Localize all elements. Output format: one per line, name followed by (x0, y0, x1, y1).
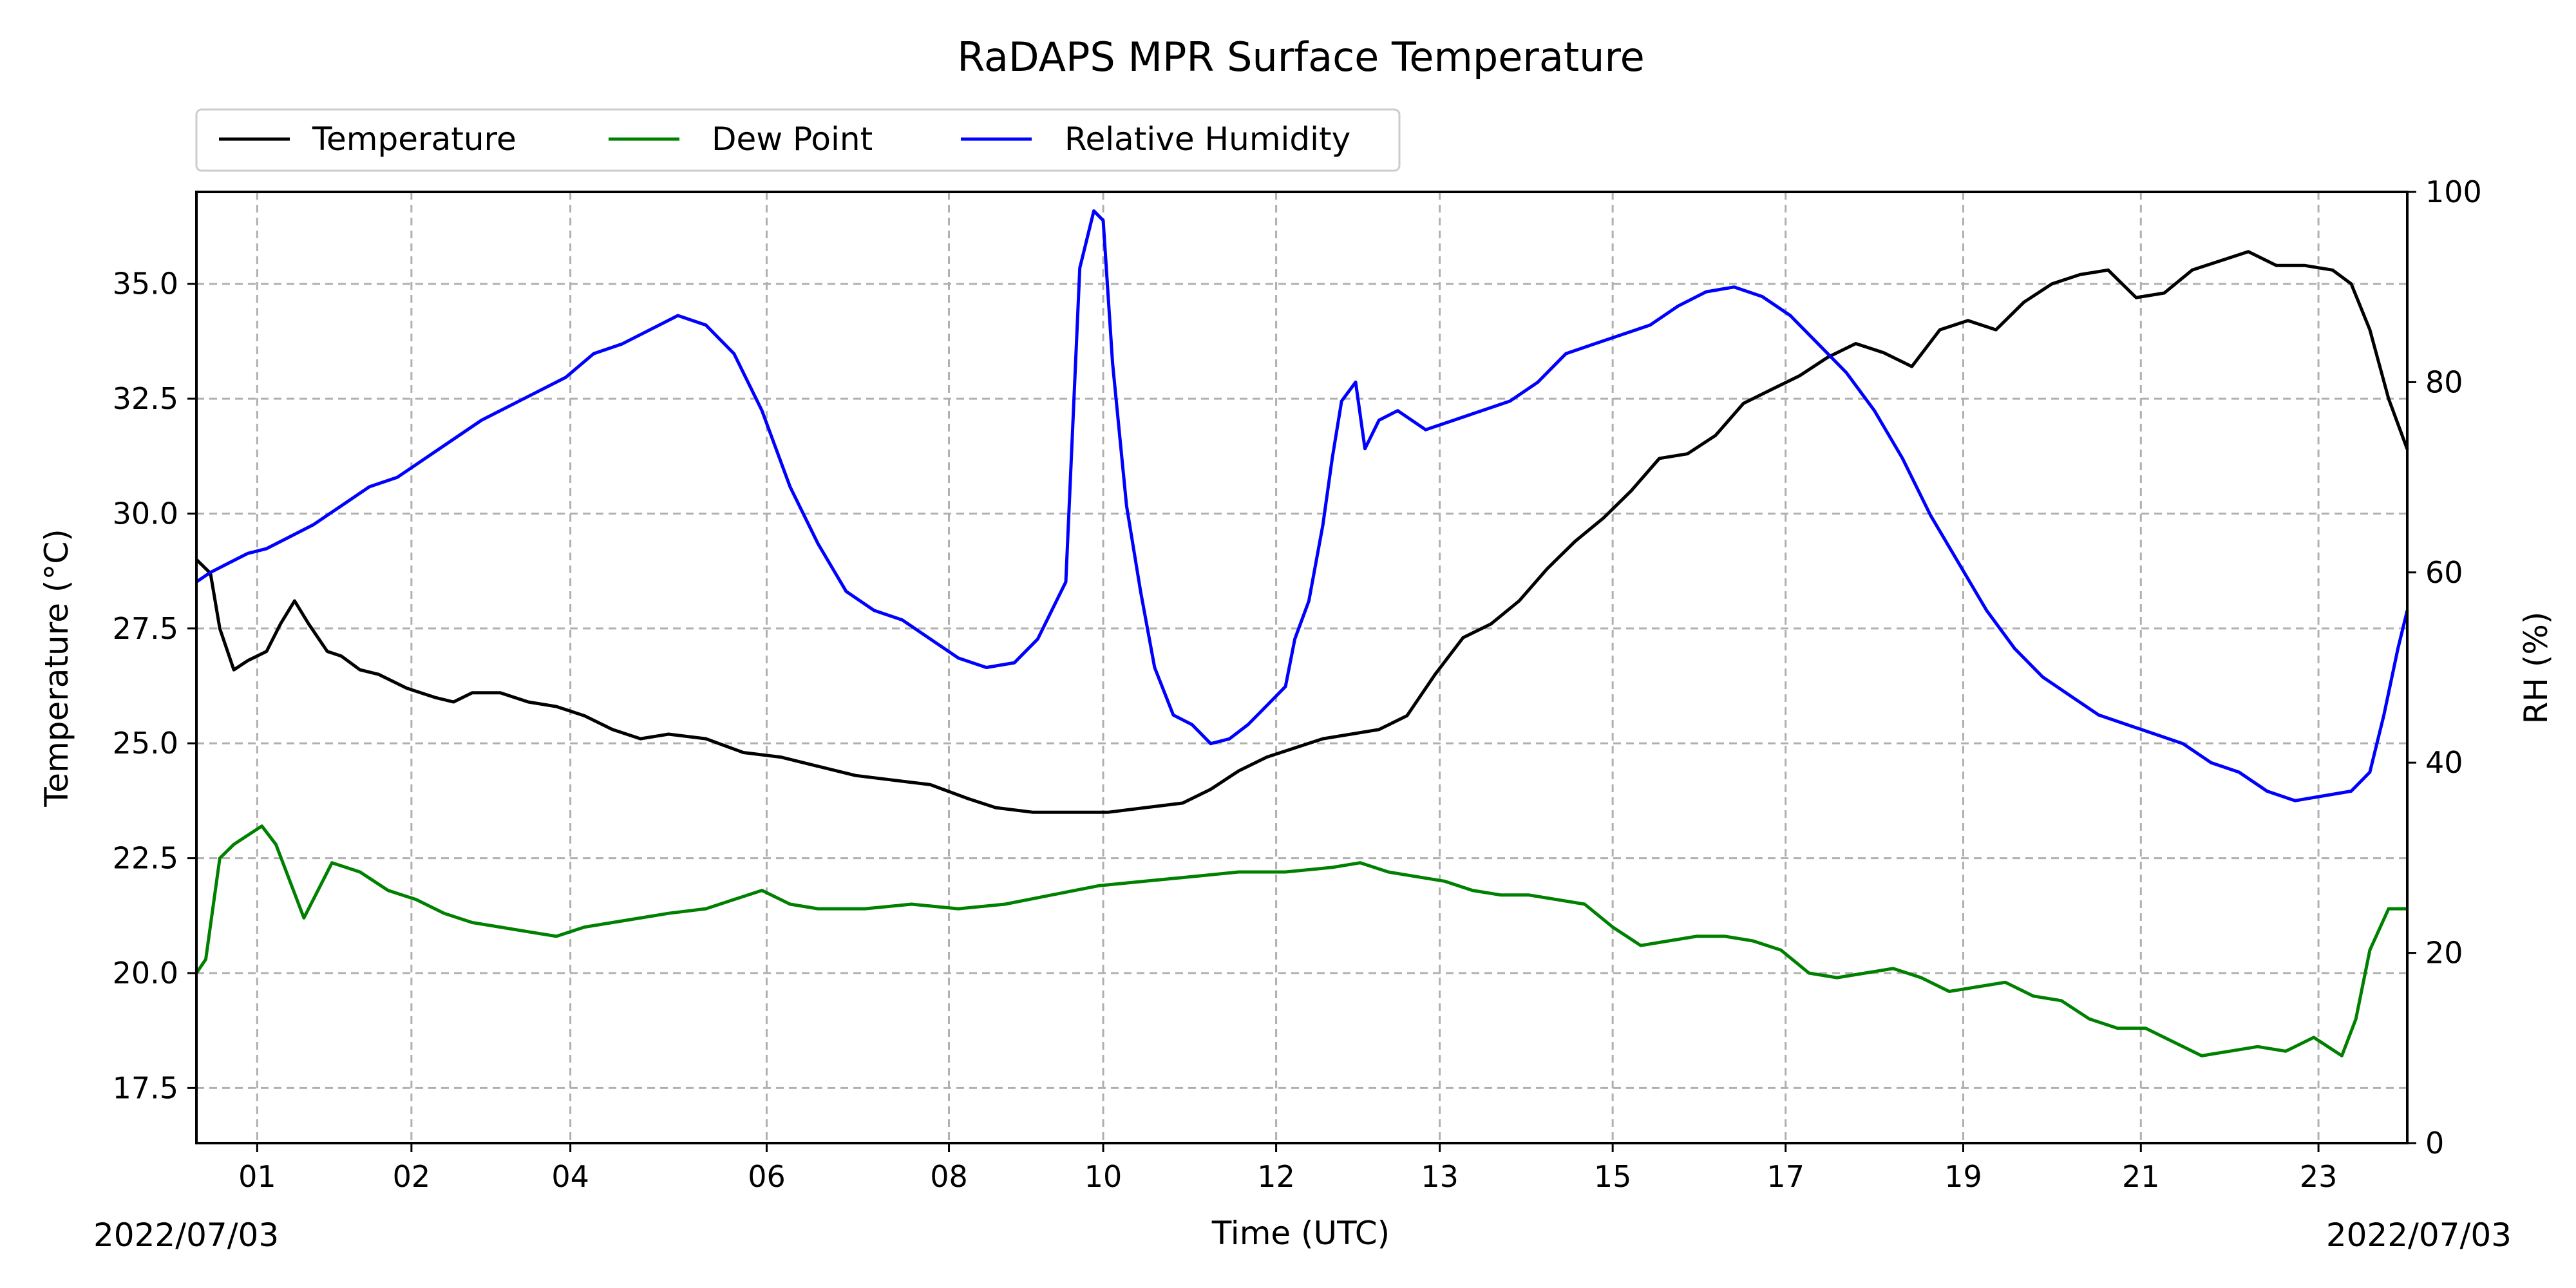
x-tick-label: 04 (551, 1159, 589, 1194)
x-axis-ticks: 01 02 04 06 08 10 12 13 15 17 19 21 23 (238, 1143, 2337, 1194)
x-tick-label: 21 (2122, 1159, 2160, 1194)
right-y-axis-ticks: 0 20 40 60 80 100 (2407, 175, 2482, 1160)
chart-title: RaDAPS MPR Surface Temperature (957, 33, 1645, 80)
plot-area-frame (195, 191, 2409, 1144)
left-y-tick-label: 17.5 (113, 1070, 178, 1105)
x-tick-label: 19 (1944, 1159, 1982, 1194)
legend-label-temperature: Temperature (312, 120, 516, 158)
legend-label-relative-humidity: Relative Humidity (1065, 120, 1350, 158)
x-tick-label: 01 (238, 1159, 276, 1194)
right-y-tick-label: 100 (2425, 175, 2482, 209)
series-line-dew-point (194, 824, 2407, 1057)
left-y-tick-label: 30.0 (113, 496, 178, 531)
left-y-tick-label: 22.5 (113, 841, 178, 876)
x-tick-label: 08 (930, 1159, 968, 1194)
date-end-label: 2022/07/03 (2326, 1217, 2512, 1254)
right-y-tick-label: 0 (2425, 1126, 2444, 1160)
x-tick-label: 13 (1421, 1159, 1459, 1194)
right-y-tick-label: 40 (2425, 745, 2463, 780)
plot-series (194, 209, 2409, 1057)
right-y-axis-title: RH (%) (2517, 612, 2555, 724)
x-axis-title: Time (UTC) (1211, 1215, 1390, 1252)
left-y-axis-title: Temperature (°C) (38, 529, 75, 808)
left-y-tick-label: 35.0 (113, 267, 178, 301)
left-y-tick-label: 20.0 (113, 956, 178, 990)
grid-lines (196, 192, 2407, 1143)
series-line-relative-humidity (195, 209, 2409, 802)
left-y-tick-label: 27.5 (113, 611, 178, 646)
legend-box (195, 108, 1401, 172)
x-tick-label: 02 (393, 1159, 431, 1194)
series-line-temperature (195, 250, 2409, 814)
x-tick-label: 10 (1084, 1159, 1122, 1194)
right-y-tick-label: 80 (2425, 365, 2463, 399)
right-y-tick-label: 60 (2425, 555, 2463, 590)
legend: Temperature Dew Point Relative Humidity (195, 108, 1401, 172)
legend-label-dew-point: Dew Point (712, 120, 873, 158)
x-tick-label: 06 (748, 1159, 786, 1194)
x-tick-label: 17 (1766, 1159, 1804, 1194)
left-y-tick-label: 32.5 (113, 381, 178, 416)
x-tick-label: 23 (2300, 1159, 2338, 1194)
x-tick-label: 12 (1257, 1159, 1295, 1194)
x-tick-label: 15 (1594, 1159, 1632, 1194)
date-start-label: 2022/07/03 (93, 1217, 279, 1254)
left-y-tick-label: 25.0 (113, 726, 178, 761)
left-y-axis-ticks: 17.5 20.0 22.5 25.0 27.5 30.0 32.5 35.0 (113, 267, 196, 1105)
right-y-tick-label: 20 (2425, 936, 2463, 971)
